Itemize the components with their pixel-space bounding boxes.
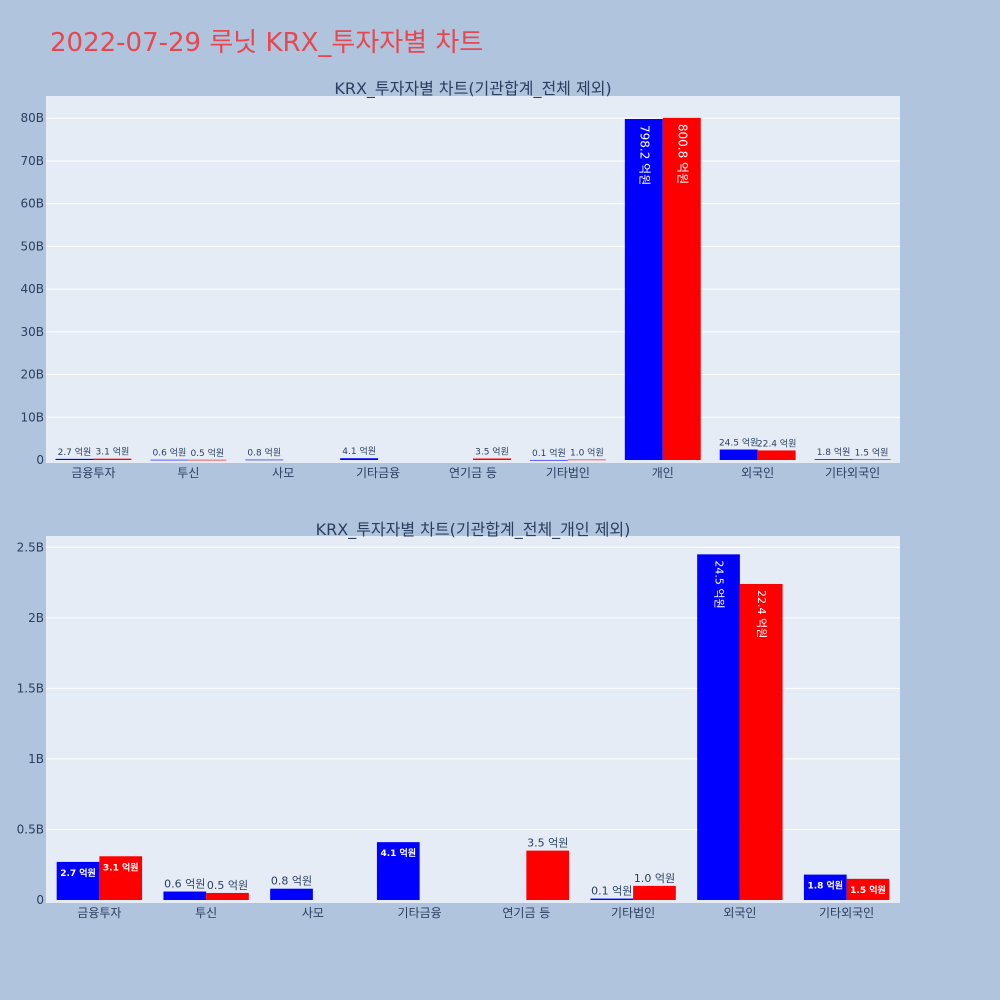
data-label: 2.7 억원 bbox=[58, 446, 92, 458]
y-tick-label: 60B bbox=[20, 197, 44, 211]
x-tick-label: 개인 bbox=[652, 466, 674, 480]
data-label: 22.4 억원 bbox=[757, 437, 796, 449]
y-tick-label: 80B bbox=[20, 111, 44, 125]
x-tick-label: 기타법인 bbox=[611, 906, 655, 920]
bar bbox=[340, 458, 379, 460]
data-label: 24.5 억원 bbox=[719, 437, 758, 449]
bar bbox=[662, 117, 701, 460]
data-label: 22.4 억원 bbox=[755, 590, 768, 638]
bar bbox=[739, 583, 783, 900]
x-tick-label: 기타금융 bbox=[398, 906, 442, 920]
y-tick-label: 20B bbox=[20, 368, 44, 382]
data-label: 24.5 억원 bbox=[713, 560, 726, 608]
data-label: 4.1 억원 bbox=[380, 847, 416, 859]
y-tick-label: 10B bbox=[20, 410, 44, 424]
bar bbox=[93, 458, 132, 460]
bar bbox=[697, 554, 740, 900]
y-tick-label: 1B bbox=[28, 752, 44, 766]
data-label: 2.7 억원 bbox=[60, 867, 96, 879]
x-tick-label: 기타금융 bbox=[356, 466, 400, 480]
y-tick-label: 30B bbox=[20, 325, 44, 339]
y-tick-label: 0 bbox=[36, 893, 44, 907]
data-label: 0.8 억원 bbox=[271, 875, 312, 888]
chart-title: KRX_투자자별 차트(기관합계_전체 제외) bbox=[334, 79, 611, 99]
x-tick-label: 투신 bbox=[177, 466, 199, 480]
bar bbox=[206, 892, 249, 900]
bar bbox=[757, 450, 796, 460]
bar bbox=[376, 842, 420, 900]
bar bbox=[56, 861, 100, 900]
data-label: 0.6 억원 bbox=[152, 447, 186, 459]
data-label: 1.8 억원 bbox=[807, 880, 843, 892]
x-tick-label: 기타외국인 bbox=[825, 466, 880, 480]
page-title: 2022-07-29 루닛 KRX_투자자별 차트 bbox=[50, 28, 484, 58]
bar bbox=[529, 459, 568, 461]
bar bbox=[150, 459, 189, 461]
bar bbox=[55, 458, 94, 460]
bar bbox=[163, 891, 207, 900]
x-tick-label: 연기금 등 bbox=[449, 466, 497, 480]
bar bbox=[473, 458, 511, 460]
y-tick-label: 2.5B bbox=[17, 540, 44, 554]
data-label: 0.5 억원 bbox=[190, 447, 224, 459]
bar bbox=[719, 449, 758, 460]
bar bbox=[624, 118, 663, 460]
bar bbox=[633, 885, 676, 900]
data-label: 0.5 억원 bbox=[207, 879, 248, 892]
x-tick-label: 외국인 bbox=[741, 466, 774, 480]
x-tick-label: 외국인 bbox=[723, 906, 756, 920]
x-tick-label: 연기금 등 bbox=[502, 906, 550, 920]
y-tick-label: 40B bbox=[20, 282, 44, 296]
bar bbox=[245, 459, 284, 461]
data-label: 0.1 억원 bbox=[532, 447, 566, 459]
x-tick-label: 금융투자 bbox=[71, 466, 115, 480]
data-label: 1.8 억원 bbox=[817, 446, 851, 458]
data-label: 800.8 억원 bbox=[675, 124, 689, 184]
bar bbox=[188, 459, 227, 461]
y-tick-label: 2B bbox=[28, 611, 44, 625]
data-label: 798.2 억원 bbox=[637, 125, 651, 185]
y-tick-label: 0.5B bbox=[17, 822, 44, 836]
bar bbox=[846, 878, 890, 900]
bar bbox=[803, 874, 847, 900]
data-label: 1.0 억원 bbox=[634, 872, 675, 885]
bar bbox=[814, 459, 853, 460]
y-tick-label: 1.5B bbox=[17, 681, 44, 695]
x-tick-label: 사모 bbox=[302, 906, 324, 920]
data-label: 4.1 억원 bbox=[342, 445, 376, 457]
y-tick-label: 70B bbox=[20, 154, 44, 168]
data-label: 1.5 억원 bbox=[855, 446, 889, 458]
bar bbox=[526, 850, 570, 900]
data-label: 1.5 억원 bbox=[850, 884, 886, 896]
bar bbox=[567, 459, 606, 461]
x-tick-label: 투신 bbox=[195, 906, 217, 920]
bar bbox=[590, 898, 634, 900]
plot-area-1 bbox=[46, 96, 900, 463]
data-label: 1.0 억원 bbox=[570, 447, 604, 459]
y-tick-label: 0 bbox=[36, 453, 44, 467]
chart-title: KRX_투자자별 차트(기관합계_전체_개인 제외) bbox=[316, 520, 631, 540]
data-label: 0.1 억원 bbox=[591, 885, 632, 898]
y-tick-label: 50B bbox=[20, 239, 44, 253]
x-tick-label: 기타법인 bbox=[546, 466, 590, 480]
data-label: 0.8 억원 bbox=[247, 447, 281, 459]
data-label: 0.6 억원 bbox=[164, 878, 205, 891]
data-label: 3.5 억원 bbox=[527, 837, 568, 850]
bar bbox=[270, 888, 313, 900]
x-tick-label: 사모 bbox=[272, 466, 294, 480]
x-tick-label: 금융투자 bbox=[77, 906, 121, 920]
data-label: 3.5 억원 bbox=[475, 446, 509, 458]
bar bbox=[99, 856, 143, 900]
data-label: 3.1 억원 bbox=[103, 861, 139, 873]
data-label: 3.1 억원 bbox=[96, 446, 130, 458]
x-tick-label: 기타외국인 bbox=[819, 906, 874, 920]
bar bbox=[852, 459, 891, 460]
